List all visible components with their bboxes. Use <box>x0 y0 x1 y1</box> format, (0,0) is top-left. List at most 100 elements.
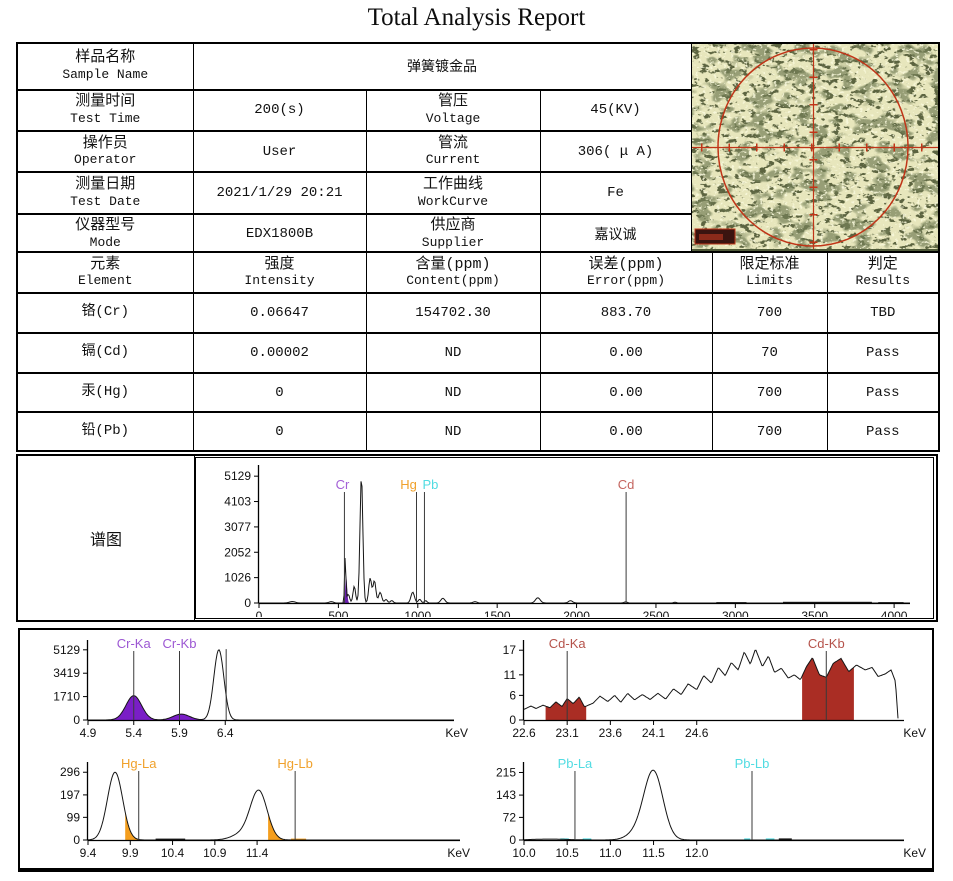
element-results-table: 元素 Element 强度 Intensity 含量(ppm) Content(ppm… <box>16 251 940 452</box>
scale-marker <box>694 228 736 245</box>
spectrum-label: 谱图 <box>18 456 195 620</box>
svg-text:24.1: 24.1 <box>642 726 666 740</box>
svg-text:11.5: 11.5 <box>642 846 665 860</box>
svg-text:0: 0 <box>73 713 80 727</box>
error-value: 0.00 <box>539 332 713 374</box>
svg-text:4000: 4000 <box>881 609 908 617</box>
svg-text:Cr-Kb: Cr-Kb <box>163 636 197 651</box>
limit-value: 70 <box>711 332 828 374</box>
label-cn: 样品名称 <box>75 49 136 67</box>
sample-photo-image <box>692 45 938 249</box>
svg-text:6.4: 6.4 <box>217 726 234 740</box>
operator-label: 操作员 Operator <box>16 129 194 174</box>
cr-spectrum-chart: 0 1710 3419 5129 4.9 5.4 5.9 6.4 KeV Cr-Ka Cr-Kb <box>53 636 468 740</box>
svg-text:3000: 3000 <box>722 609 749 617</box>
svg-text:143: 143 <box>496 788 516 802</box>
svg-text:23.1: 23.1 <box>556 726 580 740</box>
sample-photo <box>690 42 940 256</box>
supplier-value: 嘉议诚 <box>539 212 692 257</box>
svg-text:500: 500 <box>328 609 348 617</box>
limit-value: 700 <box>711 411 828 452</box>
workcurve-label: 工作曲线 WorkCurve <box>365 171 541 215</box>
svg-text:1000: 1000 <box>404 609 431 617</box>
table-row-cd: 镉(Cd) 0.00002 ND 0.00 70 Pass <box>16 332 940 374</box>
svg-text:10.0: 10.0 <box>512 846 536 860</box>
svg-text:24.6: 24.6 <box>685 726 709 740</box>
col-header-limits: 限定标准 Limits <box>711 251 828 294</box>
sample-info-table: 样品名称 Sample Name 弹簧镀金品 <box>16 42 941 257</box>
svg-text:11: 11 <box>504 668 517 682</box>
sample-name-label: 样品名称 Sample Name <box>16 42 194 91</box>
svg-text:215: 215 <box>496 765 516 779</box>
svg-text:3419: 3419 <box>53 666 80 680</box>
svg-text:23.6: 23.6 <box>599 726 623 740</box>
svg-text:10.5: 10.5 <box>556 846 580 860</box>
svg-text:4.9: 4.9 <box>80 726 97 740</box>
svg-text:11.4: 11.4 <box>246 846 269 860</box>
limit-value: 700 <box>711 372 828 413</box>
svg-text:4103: 4103 <box>224 495 251 509</box>
svg-text:0: 0 <box>244 596 251 610</box>
svg-text:0: 0 <box>509 833 516 847</box>
table-row-pb: 铅(Pb) 0 ND 0.00 700 Pass <box>16 411 940 452</box>
cd-spectrum-chart: 0 6 11 17 22.6 23.1 23.6 24.1 24.6 KeV Cd-Ka Cd-Kb <box>503 636 926 740</box>
content-value: ND <box>365 332 541 374</box>
table-row: 操作员 Operator User 管流 Current 306( μ A) <box>16 129 939 174</box>
table-row: 测量时间 Test Time 200(s) 管压 Voltage 45(KV) <box>16 88 939 132</box>
svg-text:2500: 2500 <box>643 609 670 617</box>
svg-text:Hg-Lb: Hg-Lb <box>277 756 312 771</box>
svg-text:2052: 2052 <box>224 545 251 559</box>
svg-text:0: 0 <box>509 713 516 727</box>
operator-value: User <box>192 129 367 174</box>
svg-text:9.9: 9.9 <box>122 846 139 860</box>
current-label: 管流 Current <box>365 129 541 174</box>
table-row: 测量日期 Test Date 2021/1/29 20:21 工作曲线 WorkCu… <box>16 171 939 215</box>
svg-text:0: 0 <box>256 609 263 617</box>
svg-text:3500: 3500 <box>801 609 828 617</box>
test-date-label: 测量日期 Test Date <box>16 171 194 215</box>
svg-text:KeV: KeV <box>445 726 468 740</box>
result-value: Pass <box>826 372 940 413</box>
svg-text:KeV: KeV <box>903 846 926 860</box>
svg-text:197: 197 <box>60 788 80 802</box>
element-name: 铅(Pb) <box>16 411 194 452</box>
svg-text:Cr: Cr <box>336 477 350 492</box>
svg-text:2000: 2000 <box>563 609 590 617</box>
svg-text:10.9: 10.9 <box>203 846 227 860</box>
result-value: TBD <box>826 292 940 334</box>
limit-value: 700 <box>711 292 828 334</box>
element-name: 汞(Hg) <box>16 372 194 413</box>
svg-text:Cd-Kb: Cd-Kb <box>808 636 845 651</box>
label-en: Sample Name <box>62 67 149 83</box>
result-value: Pass <box>826 332 940 374</box>
svg-text:296: 296 <box>60 765 80 779</box>
svg-text:Hg-La: Hg-La <box>121 756 157 771</box>
mode-label: 仪器型号 Mode <box>16 212 194 257</box>
current-value: 306( μ A) <box>539 129 692 174</box>
intensity-value: 0.00002 <box>192 332 367 374</box>
svg-text:11.0: 11.0 <box>599 846 622 860</box>
svg-text:22.6: 22.6 <box>512 726 536 740</box>
error-value: 883.70 <box>539 292 713 334</box>
table-row: 仪器型号 Mode EDX1800B 供应商 Supplier 嘉议诚 <box>16 212 939 257</box>
table-row: 样品名称 Sample Name 弹簧镀金品 <box>16 42 940 256</box>
element-name: 镉(Cd) <box>16 332 194 374</box>
intensity-value: 0.06647 <box>192 292 367 334</box>
col-header-element: 元素 Element <box>16 251 194 294</box>
col-header-content: 含量(ppm) Content(ppm) <box>365 251 541 294</box>
error-value: 0.00 <box>539 411 713 452</box>
table-row-hg: 汞(Hg) 0 ND 0.00 700 Pass <box>16 372 940 413</box>
spectrum-row: 谱图 0 1026 2052 3077 4103 5129 0 500 1000 1500 2000… <box>16 454 938 622</box>
svg-text:5.9: 5.9 <box>171 726 188 740</box>
svg-text:Pb-Lb: Pb-Lb <box>735 756 770 771</box>
svg-text:KeV: KeV <box>447 846 470 860</box>
table-row-cr: 铬(Cr) 0.06647 154702.30 883.70 700 TBD <box>16 292 940 334</box>
svg-text:Hg: Hg <box>400 477 417 492</box>
svg-text:KeV: KeV <box>903 726 926 740</box>
mode-value: EDX1800B <box>192 212 367 257</box>
svg-text:10.4: 10.4 <box>161 846 185 860</box>
result-value: Pass <box>826 411 940 452</box>
svg-text:1026: 1026 <box>224 571 251 585</box>
svg-text:0: 0 <box>73 833 80 847</box>
